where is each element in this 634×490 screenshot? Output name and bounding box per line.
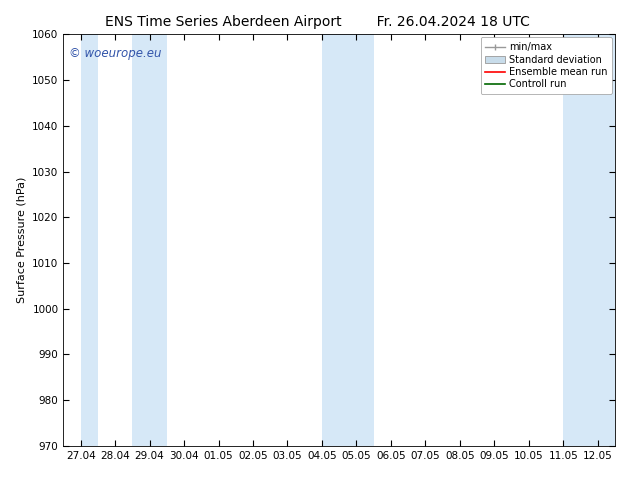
Bar [563,34,615,446]
Bar [81,34,98,446]
Bar [322,34,373,446]
Y-axis label: Surface Pressure (hPa): Surface Pressure (hPa) [16,177,27,303]
Bar [133,34,167,446]
Text: © woeurope.eu: © woeurope.eu [69,47,162,60]
Legend: min/max, Standard deviation, Ensemble mean run, Controll run: min/max, Standard deviation, Ensemble me… [481,37,612,94]
Text: ENS Time Series Aberdeen Airport        Fr. 26.04.2024 18 UTC: ENS Time Series Aberdeen Airport Fr. 26.… [105,15,529,29]
